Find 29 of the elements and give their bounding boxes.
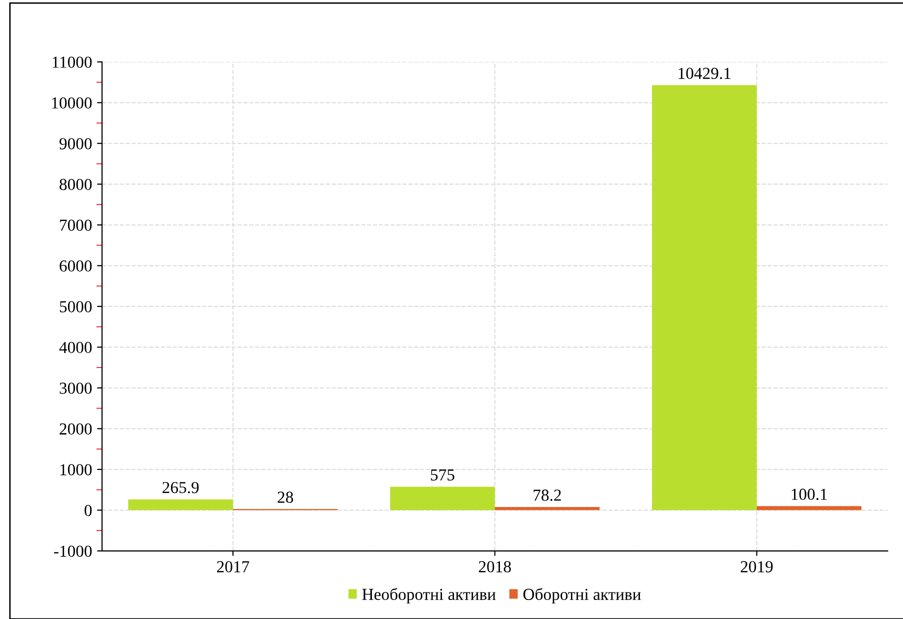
y-tick-label: 4000 xyxy=(59,342,92,354)
bar xyxy=(390,486,495,510)
data-label: 575 xyxy=(430,469,454,481)
data-label: 78.2 xyxy=(534,490,561,501)
y-tick-label: 10000 xyxy=(52,97,92,109)
bar xyxy=(494,506,600,510)
y-tick-label: 7000 xyxy=(60,220,92,231)
x-tick-label: 2017 xyxy=(217,561,250,572)
y-tick-label: 6000 xyxy=(60,260,92,272)
y-tick-label: 9000 xyxy=(60,138,92,150)
data-label: 10429.1 xyxy=(678,68,730,80)
x-tick-label: 2019 xyxy=(740,561,773,572)
y-tick-label: -1000 xyxy=(54,546,92,557)
data-label: 265.9 xyxy=(162,482,199,494)
y-tick-label: 8000 xyxy=(60,178,92,190)
y-tick-label: 0 xyxy=(84,504,92,516)
y-tick-label: 5000 xyxy=(60,301,92,312)
bar xyxy=(652,85,757,510)
legend-label: Оборотні активи xyxy=(523,588,641,604)
x-tick-label: 2018 xyxy=(478,561,511,572)
bar xyxy=(128,499,233,510)
bar xyxy=(756,506,862,510)
y-tick-label: 2000 xyxy=(60,423,92,435)
data-label: 100.1 xyxy=(792,488,827,500)
y-tick-label: 1000 xyxy=(60,464,92,476)
data-label: 28 xyxy=(278,492,294,503)
y-tick-label: 11000 xyxy=(52,56,92,68)
y-tick-label: 3000 xyxy=(60,382,92,394)
legend-label: Необоротні активи xyxy=(362,588,496,604)
